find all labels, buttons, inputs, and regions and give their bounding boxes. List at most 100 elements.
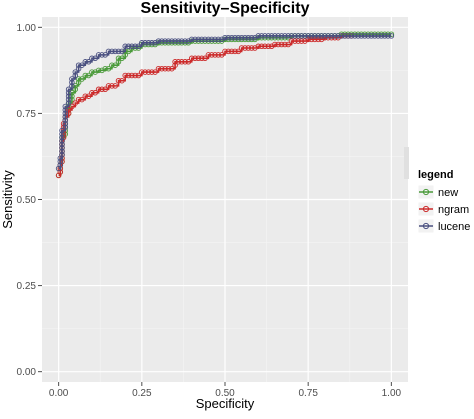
data-point [109,62,115,68]
data-point [57,162,64,168]
data-point [315,36,321,43]
data-point [245,45,252,51]
data-point [298,38,305,44]
data-point [345,33,351,39]
data-point [312,33,318,39]
data-point [228,48,235,55]
data-point [149,40,155,46]
data-point [212,52,218,58]
data-point [89,55,95,62]
data-point [272,41,278,48]
data-point [378,33,385,39]
data-point [182,59,188,65]
data-point [325,33,331,39]
data-point [172,59,178,65]
data-point [112,62,118,68]
data-point [368,33,375,39]
data-point [288,33,295,39]
data-point [59,131,65,137]
data-point [79,96,85,103]
data-point [72,69,79,75]
data-point [119,55,125,62]
data-point [262,33,268,39]
data-point [65,110,72,117]
y-tick-label: 1.00 [17,23,37,34]
data-point [62,117,69,124]
data-point [122,52,128,58]
x-tick-label: 0.75 [298,388,318,399]
data-point [59,141,65,148]
data-point [129,72,135,79]
data-point [208,52,215,58]
data-point [112,48,118,55]
data-point [159,65,165,72]
x-tick-label: 0.00 [49,388,69,399]
data-point [388,33,395,39]
data-point [59,138,65,144]
data-point [338,33,345,39]
data-point [162,38,168,44]
data-point [119,48,125,55]
data-point [165,65,172,72]
data-point [312,36,318,43]
data-point [278,41,285,48]
data-point [139,40,145,46]
data-point [365,33,371,39]
legend-label: new [438,187,458,199]
data-point [89,90,95,96]
data-point [59,134,65,141]
data-point [278,33,285,39]
data-point [328,33,335,39]
data-point [175,59,182,65]
data-point [381,33,388,39]
data-point [152,69,158,75]
data-point [262,43,268,50]
x-axis-title: Specificity [196,396,255,411]
data-point [188,55,195,62]
data-point [125,48,132,55]
data-point [318,33,325,39]
data-point [302,33,308,39]
scroll-handle[interactable] [404,147,409,179]
data-point [375,33,381,39]
data-point [62,103,69,110]
data-point [305,36,311,43]
data-point [242,45,248,51]
data-point [69,79,75,86]
data-point [57,158,64,165]
data-point [115,59,122,65]
data-point [212,36,218,43]
data-point [59,151,65,158]
data-point [62,120,69,127]
data-point [62,110,69,117]
data-point [79,62,85,68]
data-point [65,86,72,93]
data-point [82,59,89,65]
data-point [122,72,128,79]
data-point [99,52,105,58]
data-point [285,41,291,48]
data-point [65,96,72,103]
data-point [65,90,72,96]
data-point [265,33,272,39]
data-point [85,93,92,99]
data-point [198,55,205,62]
y-tick-label: 0.00 [17,367,37,378]
data-point [248,45,255,51]
data-point [255,43,262,50]
data-point [322,33,328,39]
data-point [235,34,242,41]
data-point [92,90,98,96]
data-point [355,33,361,39]
data-point [115,55,122,62]
data-point [198,36,205,43]
data-point [112,83,118,89]
data-point [298,33,305,39]
legend: legend new ngram lucene [417,169,470,234]
data-point [178,38,185,44]
data-point [255,33,262,39]
data-point [145,40,152,46]
data-point [65,100,72,106]
